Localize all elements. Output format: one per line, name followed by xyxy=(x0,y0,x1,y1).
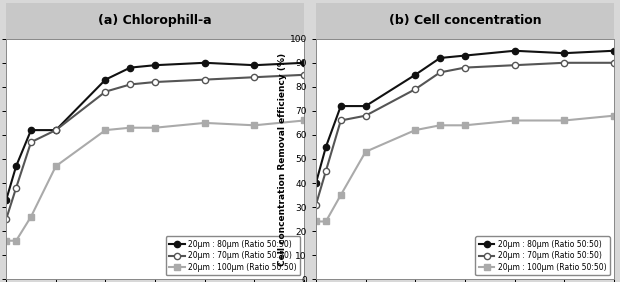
20μm : 100μm (Ratio 50:50): (60, 66): 100μm (Ratio 50:50): (60, 66) xyxy=(300,119,308,122)
20μm : 70μm (Ratio 50:50): (0, 25): 70μm (Ratio 50:50): (0, 25) xyxy=(2,217,10,221)
20μm : 100μm (Ratio 50:50): (60, 68): 100μm (Ratio 50:50): (60, 68) xyxy=(610,114,618,117)
20μm : 100μm (Ratio 50:50): (0, 16): 100μm (Ratio 50:50): (0, 16) xyxy=(2,239,10,243)
20μm : 100μm (Ratio 50:50): (20, 62): 100μm (Ratio 50:50): (20, 62) xyxy=(412,128,419,132)
Legend: 20μm : 80μm (Ratio 50:50), 20μm : 70μm (Ratio 50:50), 20μm : 100μm (Ratio 50:50): 20μm : 80μm (Ratio 50:50), 20μm : 70μm (… xyxy=(476,236,610,275)
20μm : 80μm (Ratio 50:50): (50, 89): 80μm (Ratio 50:50): (50, 89) xyxy=(250,63,258,67)
Line: 20μm : 70μm (Ratio 50:50): 20μm : 70μm (Ratio 50:50) xyxy=(313,60,617,208)
20μm : 80μm (Ratio 50:50): (5, 72): 80μm (Ratio 50:50): (5, 72) xyxy=(337,104,345,108)
20μm : 100μm (Ratio 50:50): (0, 24): 100μm (Ratio 50:50): (0, 24) xyxy=(312,220,320,223)
20μm : 80μm (Ratio 50:50): (10, 62): 80μm (Ratio 50:50): (10, 62) xyxy=(52,128,60,132)
20μm : 80μm (Ratio 50:50): (25, 92): 80μm (Ratio 50:50): (25, 92) xyxy=(436,56,444,60)
20μm : 70μm (Ratio 50:50): (60, 85): 70μm (Ratio 50:50): (60, 85) xyxy=(300,73,308,76)
20μm : 80μm (Ratio 50:50): (0, 40): 80μm (Ratio 50:50): (0, 40) xyxy=(312,181,320,185)
20μm : 100μm (Ratio 50:50): (20, 62): 100μm (Ratio 50:50): (20, 62) xyxy=(102,128,109,132)
20μm : 70μm (Ratio 50:50): (10, 68): 70μm (Ratio 50:50): (10, 68) xyxy=(362,114,370,117)
20μm : 70μm (Ratio 50:50): (2, 45): 70μm (Ratio 50:50): (2, 45) xyxy=(322,169,330,173)
20μm : 80μm (Ratio 50:50): (40, 90): 80μm (Ratio 50:50): (40, 90) xyxy=(201,61,208,65)
20μm : 70μm (Ratio 50:50): (25, 81): 70μm (Ratio 50:50): (25, 81) xyxy=(126,83,134,86)
20μm : 100μm (Ratio 50:50): (50, 64): 100μm (Ratio 50:50): (50, 64) xyxy=(250,124,258,127)
20μm : 80μm (Ratio 50:50): (20, 85): 80μm (Ratio 50:50): (20, 85) xyxy=(412,73,419,76)
20μm : 80μm (Ratio 50:50): (30, 89): 80μm (Ratio 50:50): (30, 89) xyxy=(151,63,159,67)
20μm : 100μm (Ratio 50:50): (5, 35): 100μm (Ratio 50:50): (5, 35) xyxy=(337,193,345,197)
20μm : 70μm (Ratio 50:50): (30, 88): 70μm (Ratio 50:50): (30, 88) xyxy=(461,66,469,69)
Y-axis label: Cell concentration Removal efficiency (%): Cell concentration Removal efficiency (%… xyxy=(278,52,287,266)
20μm : 80μm (Ratio 50:50): (50, 94): 80μm (Ratio 50:50): (50, 94) xyxy=(560,52,568,55)
20μm : 70μm (Ratio 50:50): (10, 62): 70μm (Ratio 50:50): (10, 62) xyxy=(52,128,60,132)
Line: 20μm : 80μm (Ratio 50:50): 20μm : 80μm (Ratio 50:50) xyxy=(313,48,617,186)
Line: 20μm : 70μm (Ratio 50:50): 20μm : 70μm (Ratio 50:50) xyxy=(3,72,307,222)
20μm : 80μm (Ratio 50:50): (2, 47): 80μm (Ratio 50:50): (2, 47) xyxy=(12,164,20,168)
Legend: 20μm : 80μm (Ratio 50:50), 20μm : 70μm (Ratio 50:50), 20μm : 100μm (Ratio 50:50): 20μm : 80μm (Ratio 50:50), 20μm : 70μm (… xyxy=(166,236,300,275)
20μm : 70μm (Ratio 50:50): (40, 89): 70μm (Ratio 50:50): (40, 89) xyxy=(511,63,518,67)
20μm : 70μm (Ratio 50:50): (30, 82): 70μm (Ratio 50:50): (30, 82) xyxy=(151,80,159,84)
Text: (b) Cell concentration: (b) Cell concentration xyxy=(389,14,541,27)
20μm : 70μm (Ratio 50:50): (50, 90): 70μm (Ratio 50:50): (50, 90) xyxy=(560,61,568,65)
20μm : 70μm (Ratio 50:50): (5, 66): 70μm (Ratio 50:50): (5, 66) xyxy=(337,119,345,122)
20μm : 80μm (Ratio 50:50): (60, 90): 80μm (Ratio 50:50): (60, 90) xyxy=(300,61,308,65)
20μm : 80μm (Ratio 50:50): (20, 83): 80μm (Ratio 50:50): (20, 83) xyxy=(102,78,109,81)
20μm : 100μm (Ratio 50:50): (25, 64): 100μm (Ratio 50:50): (25, 64) xyxy=(436,124,444,127)
20μm : 100μm (Ratio 50:50): (25, 63): 100μm (Ratio 50:50): (25, 63) xyxy=(126,126,134,129)
20μm : 100μm (Ratio 50:50): (50, 66): 100μm (Ratio 50:50): (50, 66) xyxy=(560,119,568,122)
20μm : 80μm (Ratio 50:50): (0, 33): 80μm (Ratio 50:50): (0, 33) xyxy=(2,198,10,202)
20μm : 100μm (Ratio 50:50): (10, 47): 100μm (Ratio 50:50): (10, 47) xyxy=(52,164,60,168)
20μm : 80μm (Ratio 50:50): (60, 95): 80μm (Ratio 50:50): (60, 95) xyxy=(610,49,618,52)
Line: 20μm : 80μm (Ratio 50:50): 20μm : 80μm (Ratio 50:50) xyxy=(3,60,307,203)
20μm : 80μm (Ratio 50:50): (5, 62): 80μm (Ratio 50:50): (5, 62) xyxy=(27,128,35,132)
20μm : 100μm (Ratio 50:50): (30, 63): 100μm (Ratio 50:50): (30, 63) xyxy=(151,126,159,129)
20μm : 100μm (Ratio 50:50): (40, 66): 100μm (Ratio 50:50): (40, 66) xyxy=(511,119,518,122)
20μm : 100μm (Ratio 50:50): (2, 24): 100μm (Ratio 50:50): (2, 24) xyxy=(322,220,330,223)
20μm : 100μm (Ratio 50:50): (2, 16): 100μm (Ratio 50:50): (2, 16) xyxy=(12,239,20,243)
20μm : 100μm (Ratio 50:50): (10, 53): 100μm (Ratio 50:50): (10, 53) xyxy=(362,150,370,153)
20μm : 70μm (Ratio 50:50): (40, 83): 70μm (Ratio 50:50): (40, 83) xyxy=(201,78,208,81)
20μm : 80μm (Ratio 50:50): (30, 93): 80μm (Ratio 50:50): (30, 93) xyxy=(461,54,469,57)
20μm : 80μm (Ratio 50:50): (2, 55): 80μm (Ratio 50:50): (2, 55) xyxy=(322,145,330,149)
20μm : 100μm (Ratio 50:50): (40, 65): 100μm (Ratio 50:50): (40, 65) xyxy=(201,121,208,125)
20μm : 80μm (Ratio 50:50): (10, 72): 80μm (Ratio 50:50): (10, 72) xyxy=(362,104,370,108)
20μm : 70μm (Ratio 50:50): (20, 79): 70μm (Ratio 50:50): (20, 79) xyxy=(412,87,419,91)
20μm : 80μm (Ratio 50:50): (40, 95): 80μm (Ratio 50:50): (40, 95) xyxy=(511,49,518,52)
20μm : 100μm (Ratio 50:50): (30, 64): 100μm (Ratio 50:50): (30, 64) xyxy=(461,124,469,127)
Text: (a) Chlorophill-a: (a) Chlorophill-a xyxy=(99,14,212,27)
20μm : 70μm (Ratio 50:50): (60, 90): 70μm (Ratio 50:50): (60, 90) xyxy=(610,61,618,65)
20μm : 70μm (Ratio 50:50): (25, 86): 70μm (Ratio 50:50): (25, 86) xyxy=(436,71,444,74)
20μm : 70μm (Ratio 50:50): (5, 57): 70μm (Ratio 50:50): (5, 57) xyxy=(27,140,35,144)
20μm : 80μm (Ratio 50:50): (25, 88): 80μm (Ratio 50:50): (25, 88) xyxy=(126,66,134,69)
20μm : 100μm (Ratio 50:50): (5, 26): 100μm (Ratio 50:50): (5, 26) xyxy=(27,215,35,218)
20μm : 70μm (Ratio 50:50): (2, 38): 70μm (Ratio 50:50): (2, 38) xyxy=(12,186,20,190)
Line: 20μm : 100μm (Ratio 50:50): 20μm : 100μm (Ratio 50:50) xyxy=(3,117,307,244)
20μm : 70μm (Ratio 50:50): (20, 78): 70μm (Ratio 50:50): (20, 78) xyxy=(102,90,109,93)
20μm : 70μm (Ratio 50:50): (0, 31): 70μm (Ratio 50:50): (0, 31) xyxy=(312,203,320,206)
Line: 20μm : 100μm (Ratio 50:50): 20μm : 100μm (Ratio 50:50) xyxy=(313,113,617,224)
20μm : 70μm (Ratio 50:50): (50, 84): 70μm (Ratio 50:50): (50, 84) xyxy=(250,76,258,79)
